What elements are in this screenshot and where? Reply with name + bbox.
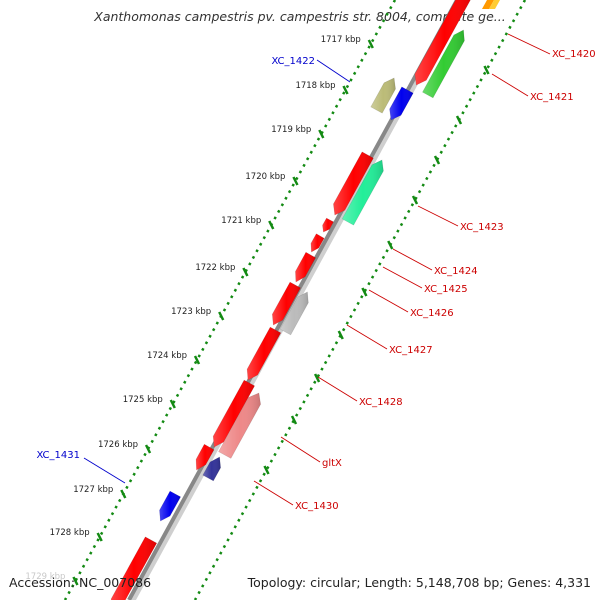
kbp-tick xyxy=(367,39,374,49)
inner-tick xyxy=(290,415,298,425)
kbp-label: 1728 kbp xyxy=(50,528,90,538)
leader-line xyxy=(83,457,126,484)
inner-tick xyxy=(411,195,419,205)
kbp-tick xyxy=(193,355,201,365)
kbp-label: 1729 kbp xyxy=(25,572,65,582)
gene-label-gltx[interactable]: gltX xyxy=(322,458,342,469)
gene-feature-xc_1422[interactable] xyxy=(389,86,414,121)
inner-tick xyxy=(387,240,394,250)
topology-label: Topology: circular; Length: 5,148,708 bp… xyxy=(247,575,591,590)
label-leader-lines xyxy=(83,33,551,506)
gene-label-xc_1427[interactable]: XC_1427 xyxy=(389,345,433,356)
gene-feature-top-yellow[interactable] xyxy=(489,0,500,9)
leader-line xyxy=(368,289,409,313)
gene-feature-gltx[interactable] xyxy=(218,392,261,459)
gene-label-xc_1428[interactable]: XC_1428 xyxy=(359,397,403,408)
kbp-labels: 1717 kbp 1718 kbp 1719 kbp 1720 kbp 1721 kbp… xyxy=(25,35,360,582)
kbp-label: 1718 kbp xyxy=(295,81,335,91)
kbp-tick xyxy=(96,532,103,542)
gene-label-xc_1423[interactable]: XC_1423 xyxy=(460,222,504,233)
gene-feature-xc_1432[interactable] xyxy=(110,536,158,600)
inner-ruler-ring xyxy=(193,0,527,600)
kbp-tick xyxy=(268,220,275,230)
kbp-tick xyxy=(120,489,127,499)
inner-tick xyxy=(433,155,441,165)
page-title: Xanthomonas campestris pv. campestris st… xyxy=(94,9,506,24)
gene-feature-xc_1422a[interactable] xyxy=(370,77,396,114)
inner-tick xyxy=(483,65,490,75)
inner-tick xyxy=(263,465,270,475)
gene-label-xc_1424[interactable]: XC_1424 xyxy=(434,266,478,277)
leader-line xyxy=(253,480,294,506)
gene-feature-xc_1425[interactable] xyxy=(295,251,317,283)
kbp-label: 1721 kbp xyxy=(221,216,261,226)
gene-label-xc_1430[interactable]: XC_1430 xyxy=(295,501,339,512)
inner-tick xyxy=(313,373,321,383)
leader-line xyxy=(392,248,433,271)
kbp-label: 1726 kbp xyxy=(98,440,138,450)
gene-feature-xc_1421[interactable] xyxy=(422,29,465,99)
leader-line xyxy=(346,324,388,350)
gene-label-xc_1422[interactable]: XC_1422 xyxy=(271,56,315,67)
leader-line xyxy=(507,33,551,55)
kbp-tick xyxy=(169,399,176,409)
kbp-label: 1717 kbp xyxy=(321,35,361,45)
kbp-ticks xyxy=(72,39,490,586)
kbp-tick xyxy=(72,576,79,586)
leader-line xyxy=(417,205,459,227)
leader-line xyxy=(280,436,321,463)
gene-features[interactable] xyxy=(110,0,500,600)
inner-tick xyxy=(455,115,463,125)
kbp-label: 1720 kbp xyxy=(245,172,285,182)
leader-line xyxy=(382,266,423,289)
kbp-label: 1727 kbp xyxy=(73,485,113,495)
gene-feature-xc_1427[interactable] xyxy=(279,291,309,336)
leader-line xyxy=(491,73,529,97)
gene-feature-xc_1431[interactable] xyxy=(159,490,182,522)
kbp-label: 1722 kbp xyxy=(195,263,235,273)
kbp-tick xyxy=(242,267,249,277)
gene-feature-xc_1430[interactable] xyxy=(202,456,221,482)
leader-line xyxy=(316,59,351,83)
kbp-tick xyxy=(292,176,299,186)
accession-label: Accession: NC_007086 xyxy=(9,575,152,590)
kbp-label: 1719 kbp xyxy=(271,125,311,135)
kbp-tick xyxy=(342,85,349,95)
kbp-label: 1724 kbp xyxy=(147,351,187,361)
inner-tick xyxy=(361,287,368,297)
kbp-tick xyxy=(318,129,325,139)
gene-feature-xc_1423a[interactable] xyxy=(333,151,374,216)
gene-label-xc_1421[interactable]: XC_1421 xyxy=(530,92,574,103)
gene-feature-xc_1428[interactable] xyxy=(212,379,256,448)
gene-feature-xc_1420[interactable] xyxy=(414,0,474,86)
inner-tick xyxy=(337,330,344,340)
gene-feature-top-orange[interactable] xyxy=(482,0,494,9)
outer-ruler-ring xyxy=(63,0,397,600)
gene-feature-xc_1426[interactable] xyxy=(271,281,301,326)
gene-feature-xc_1423[interactable] xyxy=(341,159,384,226)
kbp-tick xyxy=(144,444,152,454)
gene-feature-xc_1424[interactable] xyxy=(310,233,325,253)
gene-feature-xc_1428[interactable] xyxy=(246,326,282,381)
kbp-label: 1725 kbp xyxy=(123,395,163,405)
gene-label-xc_1425[interactable]: XC_1425 xyxy=(424,284,468,295)
gene-labels: XC_1420 XC_1421 XC_1422 XC_1423 XC_1424 XC_14… xyxy=(36,49,595,512)
gene-feature-xc_1429b[interactable] xyxy=(195,443,215,471)
kbp-tick xyxy=(218,311,225,321)
gene-label-xc_1420[interactable]: XC_1420 xyxy=(552,49,596,60)
gene-label-xc_1426[interactable]: XC_1426 xyxy=(410,308,454,319)
kbp-label: 1723 kbp xyxy=(171,307,211,317)
leader-line xyxy=(317,376,358,402)
gene-feature-xc_1424[interactable] xyxy=(322,217,334,233)
gene-label-xc_1431[interactable]: XC_1431 xyxy=(36,450,80,461)
